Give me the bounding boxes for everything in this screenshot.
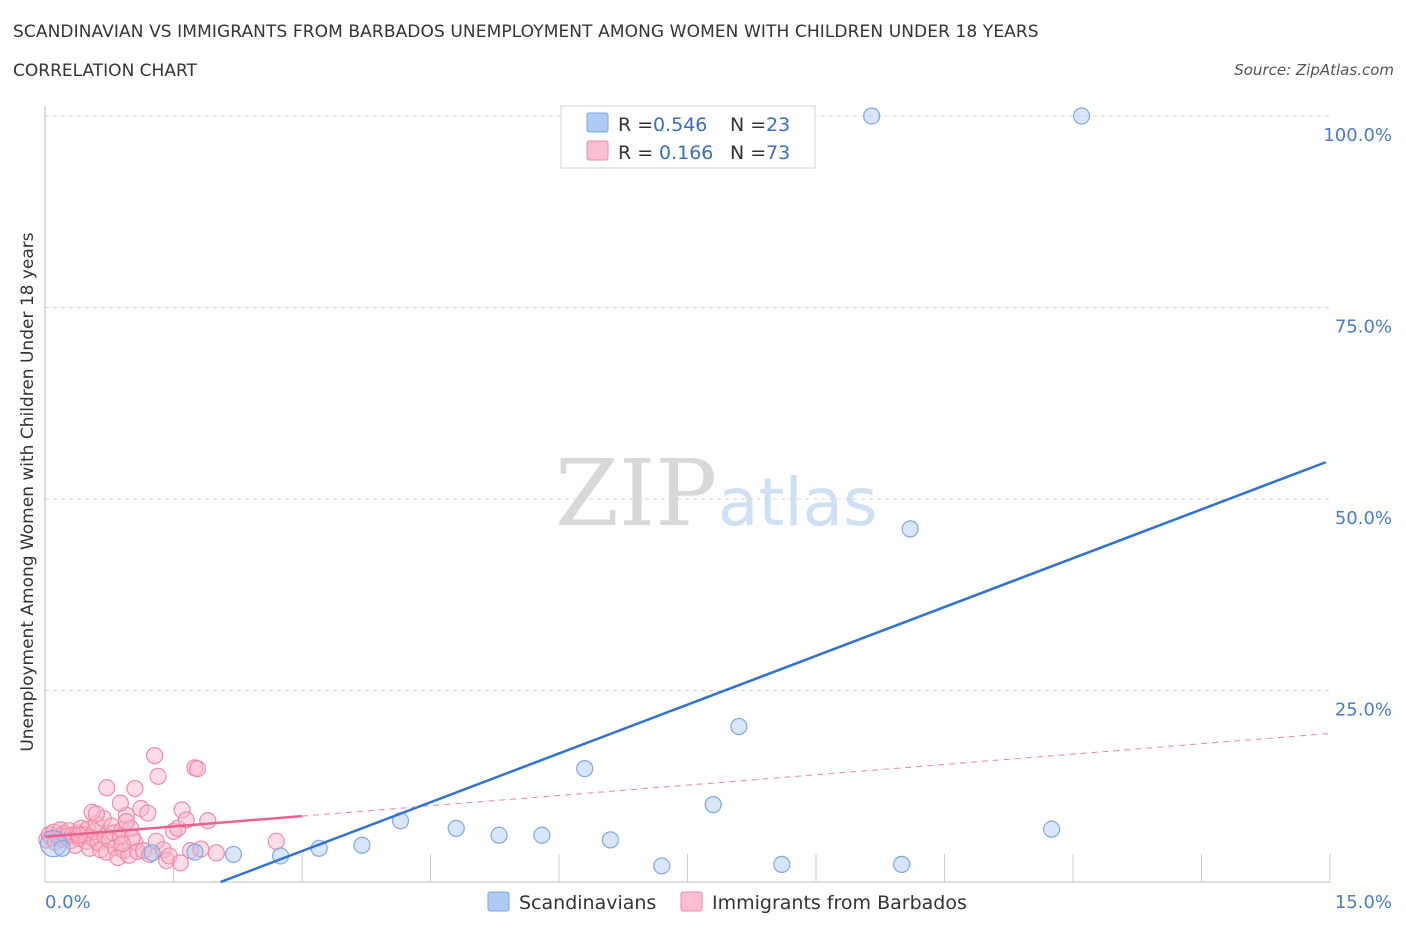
scandinavian-point [53,839,71,857]
barbados-point [139,804,157,822]
tick-labels: 25.0% 50.0% 75.0% 100.0% 0.0% 15.0% [45,125,1392,913]
y-tick-label: 75.0% [1335,317,1392,338]
legend-n-label-pink: N = [730,142,766,164]
barbados-point [109,848,127,867]
y-axis-label: Unemployment Among Women with Children U… [18,232,38,751]
scandinavian-point [704,796,722,814]
legend-r-label-blue: R = [618,114,653,136]
bottom-legend-scandinavians: Scandinavians [519,892,656,914]
chart-subtitle: CORRELATION CHART [13,61,197,81]
barbados-point [207,844,225,862]
barbados-point [89,834,107,852]
axes [44,106,1331,883]
grid-lines [45,115,1330,691]
scandinavian-point [490,826,508,844]
scandinavian-point [143,844,161,862]
barbados-point [117,812,135,831]
barbados-trendline [44,814,303,839]
x-tick-label: 0.0% [45,892,91,913]
scandinavian-point [893,855,911,873]
bottom-legend: Scandinavians Immigrants from Barbados [487,891,967,914]
barbados-point [126,779,144,798]
barbados-point [199,812,217,830]
legend-n-label-blue: N = [730,114,766,136]
source-label: Source: ZipAtlas.com [1234,61,1394,79]
barbados-point [149,767,167,785]
barbados-trendline-extended [301,732,1331,817]
barbados-point [173,801,191,819]
bottom-legend-swatch-barbados [680,891,703,912]
scandinavian-point [901,520,919,538]
scandinavian-point [773,855,791,873]
scandinavian-point [447,819,465,837]
chart-title: SCANDINAVIAN VS IMMIGRANTS FROM BARBADOS… [13,22,1039,42]
barbados-point [171,854,189,872]
legend-n-value-pink: 73 [766,142,790,164]
scandinavian-trendline [220,461,1327,884]
barbados-point [111,794,129,812]
barbados-point [188,760,207,778]
watermark-zip: ZIP [555,440,717,547]
legend-swatch-blue [586,112,609,133]
scandinavian-point [653,857,671,875]
bottom-legend-barbados: Immigrants from Barbados [712,892,967,914]
barbados-point [87,805,106,823]
x-tick-label: 15.0% [1335,892,1392,913]
scandinavian-point [224,845,243,864]
scandinavian-point [863,107,881,125]
barbados-point [113,835,131,853]
legend-r-value-pink: 0.166 [659,142,713,164]
barbados-point [98,779,116,797]
barbados-point [267,832,285,851]
scandinavian-point [601,831,620,849]
scandinavian-point [1042,820,1061,838]
y-tick-label: 100.0% [1323,125,1392,146]
legend-n-value-blue: 23 [766,114,790,136]
watermark-atlas: atlas [718,464,878,541]
scandinavian-points [39,107,1091,875]
scandinavian-point [533,826,551,844]
scandinavian-point [730,717,748,736]
barbados-point [146,747,164,765]
y-tick-label: 25.0% [1335,700,1392,721]
barbados-points [38,747,285,872]
scandinavian-point [186,843,204,861]
legend-swatch-pink [586,140,609,161]
y-tick-label: 50.0% [1335,508,1392,529]
scandinavian-point [1072,107,1091,125]
top-legend: R = 0.546 N = 23 R = 0.166 N = 73 [560,105,816,169]
barbados-point [158,851,176,870]
bottom-legend-swatch-scandinavians [487,891,510,912]
legend-r-label-pink: R = [618,142,653,164]
scandinavian-point [576,760,594,778]
legend-r-value-blue: 0.546 [653,114,707,136]
trendlines [44,461,1331,884]
scandinavian-point [353,836,371,854]
